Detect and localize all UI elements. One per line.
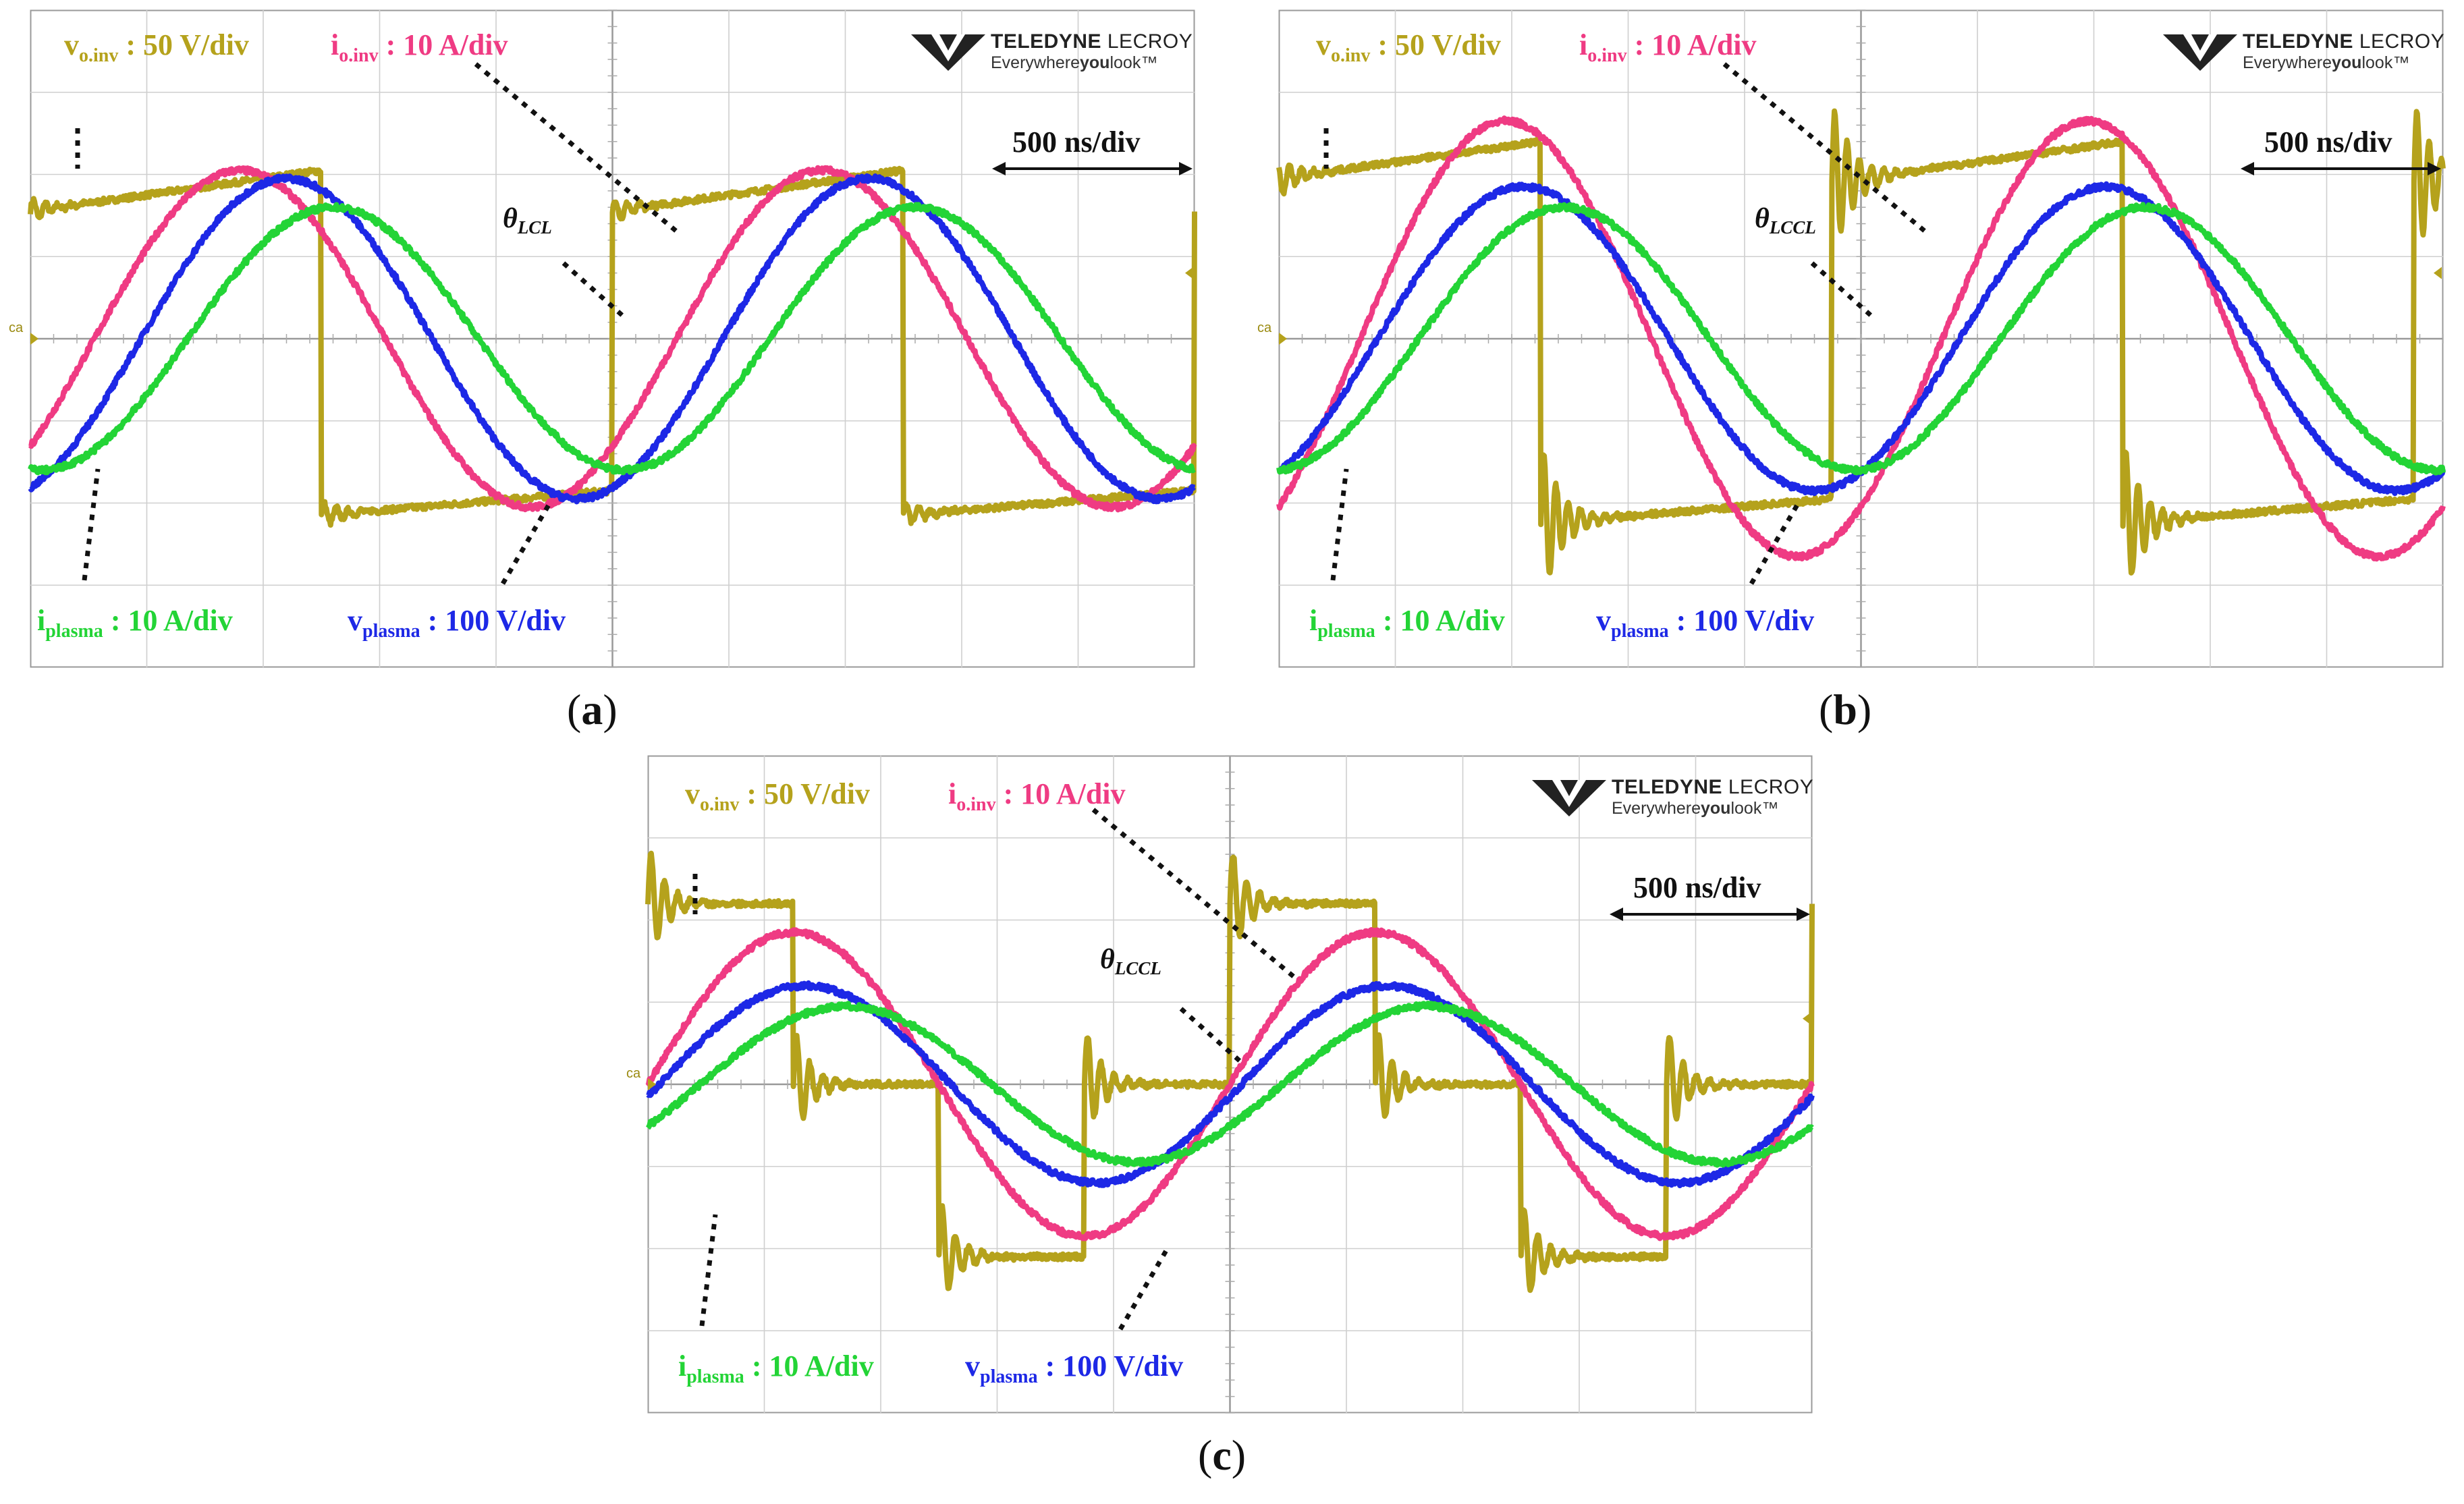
annotation-leader-line [1810,261,1875,319]
ground-marker: ca [9,321,24,335]
label-v-inv: vo.inv : 50 V/div [1316,28,1501,66]
teledyne-lecroy-logo: TELEDYNE LECROY Everywhereyoulook™ [2163,29,2446,76]
time-division-label: 500 ns/div [1012,126,1141,159]
ground-marker-left [30,333,38,345]
i-plasma-trace [645,1001,1814,1168]
arrow-right-head [1179,162,1193,175]
scope-panel-a: vo.inv : 50 V/div io.inv : 10 A/div ipla… [9,9,1197,668]
trigger-marker-right [2434,267,2442,279]
teledyne-lecroy-logo: TELEDYNE LECROY Everywhereyoulook™ [911,29,1195,76]
annotation-leader-line [1179,1007,1244,1065]
scope-screen [28,9,1197,668]
theta-label: θLCCL [1100,944,1161,978]
i-inv-trace [28,165,1197,513]
lecroy-logo-icon [911,34,985,71]
theta-label: θLCCL [1755,203,1816,238]
v-plasma-trace [646,980,1815,1188]
v-inv-trace [1276,108,2446,576]
time-division-label: 500 ns/div [2264,126,2392,159]
trigger-marker-right [1803,1012,1811,1025]
arrow-left-head [1610,908,1623,921]
arrow-left-head [2241,162,2254,175]
caption-c: (c) [1198,1431,1247,1479]
scope-panel-c: vo.inv : 50 V/div io.inv : 10 A/div ipla… [626,755,1815,1414]
ground-marker-left [648,1078,656,1090]
v-plasma-trace [28,173,1197,505]
label-i-inv: io.inv : 10 A/div [331,28,508,66]
trigger-marker-right [1185,267,1193,279]
label-v-plasma: vplasma : 100 V/div [348,604,566,642]
annotation-leader-line [562,261,626,319]
v-inv-trace [645,850,1815,1293]
scope-screen [645,755,1815,1414]
i-inv-trace [645,927,1815,1242]
scope-screen [1276,9,2446,668]
annotation-leader-line [1118,1247,1170,1331]
i-plasma-trace [28,202,1197,476]
arrow-right-head [2428,162,2441,175]
v-inv-trace [28,165,1197,528]
ground-marker-left [1279,333,1287,345]
ground-marker: ca [1257,321,1272,335]
annotation-leader-line [500,501,553,585]
i-plasma-trace [1276,202,2446,476]
label-i-plasma: iplasma : 10 A/div [37,604,233,642]
label-i-inv: io.inv : 10 A/div [1579,28,1757,66]
theta-label: θLCL [503,203,552,238]
label-v-inv: vo.inv : 50 V/div [685,777,870,815]
label-v-plasma: vplasma : 100 V/div [1596,604,1815,642]
caption-b: (b) [1819,686,1872,733]
annotation-leader-line [1091,808,1298,980]
label-v-inv: vo.inv : 50 V/div [64,28,249,66]
annotation-leader-line [1722,62,1929,235]
label-i-plasma: iplasma : 10 A/div [1309,604,1505,642]
annotation-leader-line [474,62,680,235]
label-v-plasma: vplasma : 100 V/div [965,1349,1184,1387]
lecroy-logo-icon [2163,34,2237,71]
caption-a: (a) [567,686,618,733]
teledyne-lecroy-logo: TELEDYNE LECROY Everywhereyoulook™ [1532,775,1815,822]
i-inv-trace [1276,115,2446,562]
label-i-plasma: iplasma : 10 A/div [678,1349,874,1387]
lecroy-logo-icon [1532,780,1606,816]
annotation-leader-line [1749,501,1801,585]
scope-panel-b: vo.inv : 50 V/div io.inv : 10 A/div ipla… [1257,9,2446,668]
arrow-left-head [992,162,1006,175]
ground-marker: ca [626,1066,641,1081]
label-i-inv: io.inv : 10 A/div [948,777,1126,815]
arrow-right-head [1797,908,1810,921]
time-division-label: 500 ns/div [1633,871,1761,904]
